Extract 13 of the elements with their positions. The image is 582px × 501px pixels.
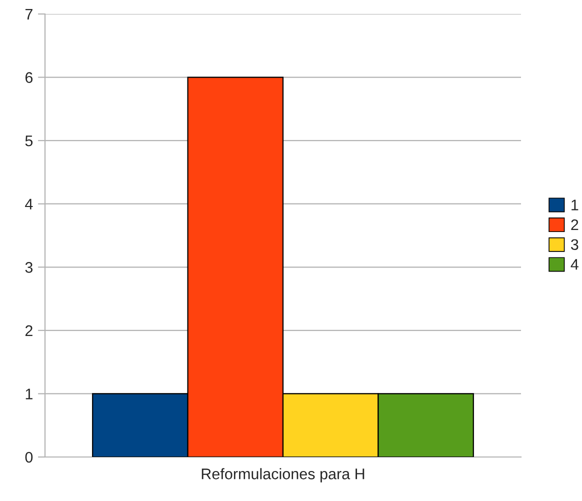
legend-label: 2 (571, 219, 578, 230)
y-tick-label: 0 (25, 452, 33, 463)
y-tick-label: 1 (26, 388, 32, 400)
y-tick-label: 7 (25, 9, 32, 20)
legend-label: 3 (571, 239, 578, 250)
legend-label: 4 (570, 259, 578, 270)
x-tick-label: Reformulaciones para H (202, 468, 364, 482)
legend-label: 1 (572, 200, 578, 210)
y-tick-label: 5 (25, 136, 33, 146)
y-tick-label: 2 (25, 325, 32, 336)
y-tick-label: 3 (25, 262, 33, 273)
y-tick-label: 4 (25, 198, 33, 210)
y-tick-label: 6 (25, 72, 33, 83)
